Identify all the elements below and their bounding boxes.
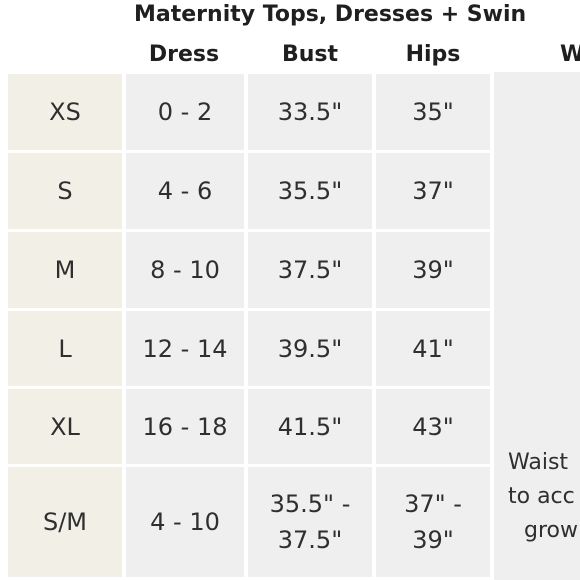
cell-text: 35": [412, 98, 454, 126]
cell-line-1: 37" -: [404, 490, 462, 518]
note-column: [494, 72, 580, 580]
cell-text: 41": [412, 334, 454, 363]
cell-text: 16 - 18: [142, 412, 228, 441]
note-line-1: Waist: [508, 450, 569, 475]
cell-line-2: 37.5": [277, 526, 343, 554]
cell-text: 41.5": [277, 412, 343, 441]
cell-dress: 4 - 6: [126, 153, 244, 229]
table-title: Maternity Tops, Dresses + Swin: [134, 2, 527, 27]
cell-text: 43": [412, 412, 454, 441]
cell-dress: 0 - 2: [126, 74, 244, 150]
cell-bust: 35.5" - 37.5": [248, 467, 372, 577]
cell-dress: 8 - 10: [126, 232, 244, 308]
cell-text: 12 - 14: [142, 334, 228, 363]
cell-text: S/M: [42, 508, 88, 536]
cell-text: 33.5": [277, 98, 343, 126]
cell-text: 39": [412, 256, 454, 284]
waist-note: Waist to acc grow: [494, 446, 580, 548]
cell-text: S: [57, 177, 73, 205]
cell-size: L: [8, 311, 122, 386]
cell-size: M: [8, 232, 122, 308]
cell-text: 0 - 2: [157, 98, 213, 126]
cell-size: XS: [8, 74, 122, 150]
note-line-3: grow: [524, 518, 578, 543]
cell-bust: 37.5": [248, 232, 372, 308]
header-fourth: W: [560, 42, 580, 67]
cell-size: S: [8, 153, 122, 229]
note-line-2: to acc: [508, 484, 575, 509]
cell-hips: 39": [376, 232, 490, 308]
header-dress: Dress: [148, 42, 220, 67]
cell-bust: 39.5": [248, 311, 372, 386]
cell-text: XL: [50, 412, 80, 441]
header-hips: Hips: [405, 42, 461, 67]
cell-dress: 4 - 10: [126, 467, 244, 577]
header-bust: Bust: [281, 42, 339, 67]
cell-text: 4 - 6: [157, 177, 213, 205]
cell-size: S/M: [8, 467, 122, 577]
cell-text: XS: [49, 98, 81, 126]
cell-hips: 43": [376, 389, 490, 464]
cell-text: L: [58, 334, 72, 363]
cell-bust: 41.5": [248, 389, 372, 464]
cell-text: 35.5": [277, 177, 343, 205]
cell-hips: 35": [376, 74, 490, 150]
cell-text: 39.5": [277, 334, 343, 363]
cell-text: 37": [412, 177, 454, 205]
cell-text: M: [54, 256, 76, 284]
cell-text: 4 - 10: [150, 508, 220, 536]
cell-hips: 41": [376, 311, 490, 386]
cell-hips: 37" - 39": [376, 467, 490, 577]
cell-size: XL: [8, 389, 122, 464]
cell-dress: 12 - 14: [126, 311, 244, 386]
cell-line-2: 39": [412, 526, 454, 554]
cell-hips: 37": [376, 153, 490, 229]
cell-bust: 33.5": [248, 74, 372, 150]
cell-text: 37.5": [277, 256, 343, 284]
cell-line-1: 35.5" -: [269, 490, 351, 518]
cell-text: 8 - 10: [150, 256, 220, 284]
cell-dress: 16 - 18: [126, 389, 244, 464]
cell-bust: 35.5": [248, 153, 372, 229]
